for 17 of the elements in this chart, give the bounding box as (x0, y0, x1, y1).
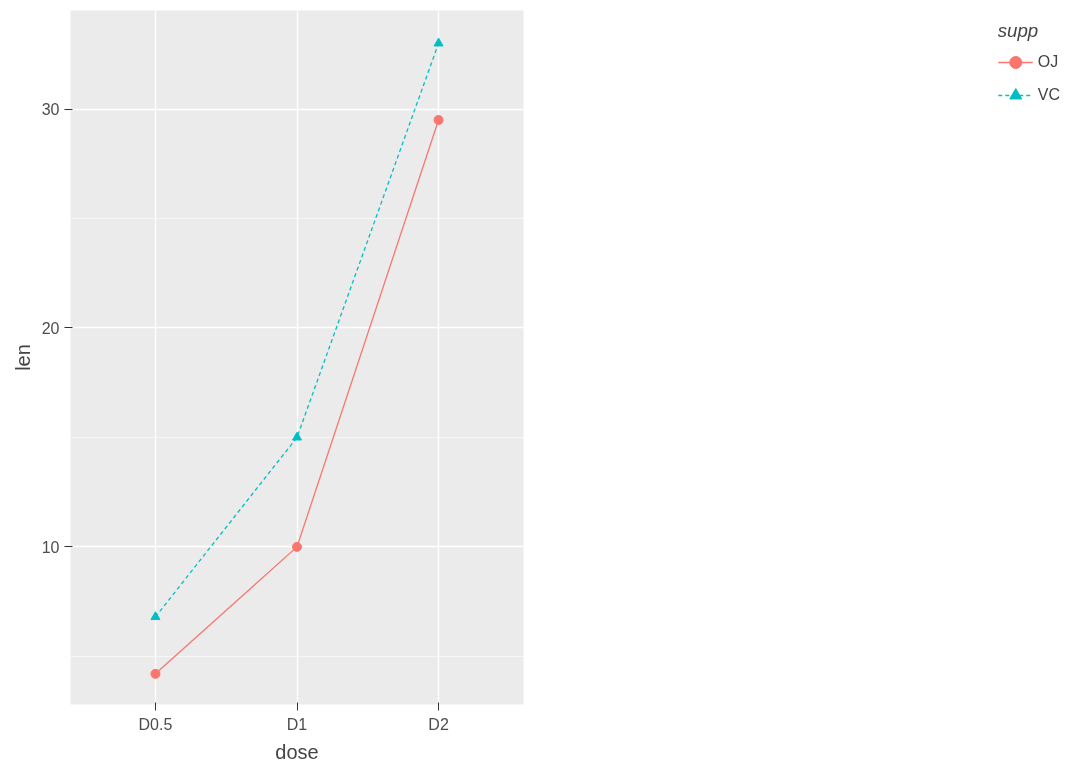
point (292, 541, 302, 552)
x-axis-title: dose (275, 740, 319, 763)
x-tick-label: D0.5 (138, 715, 173, 733)
x-tick-label: D1 (286, 715, 308, 733)
point (150, 668, 161, 679)
y-tick-label: 20 (41, 319, 60, 337)
legend-label: VC (1037, 86, 1060, 104)
legend-label: OJ (1037, 53, 1059, 71)
y-tick-label: 30 (41, 101, 60, 119)
point (292, 431, 302, 441)
point (433, 37, 444, 47)
y-tick-label: 10 (41, 538, 60, 556)
x-tick-label: D2 (428, 715, 449, 733)
legend-title: supp (997, 20, 1040, 42)
point (433, 114, 444, 125)
point (150, 611, 161, 621)
y-axis-title: len (11, 344, 34, 371)
